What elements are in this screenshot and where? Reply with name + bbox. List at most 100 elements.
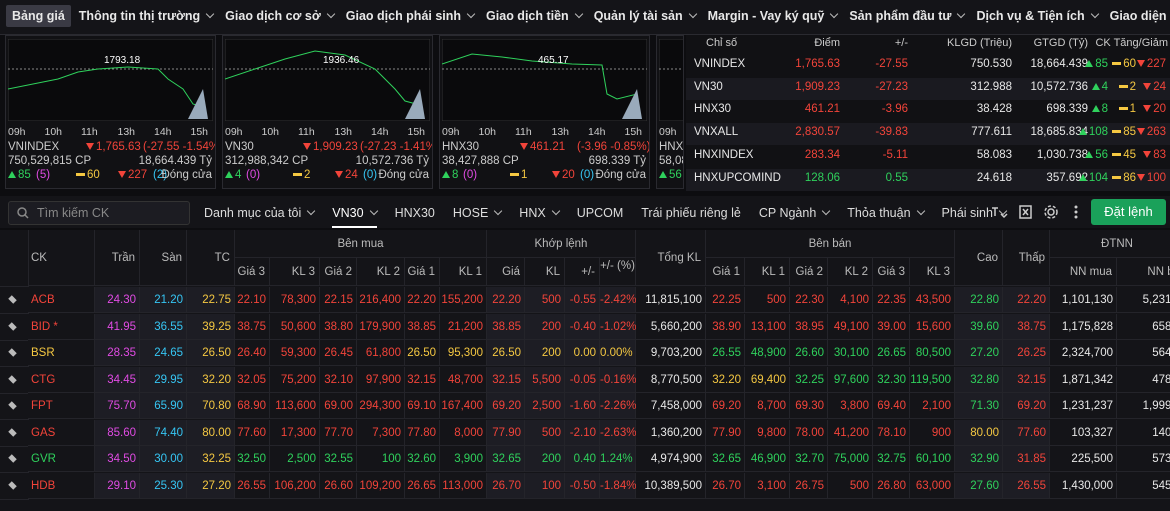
index-name: HNX30 <box>442 141 480 153</box>
group-header: ĐTNN <box>1050 230 1170 258</box>
board-cell: 26.40 <box>235 340 270 366</box>
board-cell: 32.15 <box>1003 366 1050 393</box>
symbol[interactable]: GVR <box>28 446 95 472</box>
sub-header: NN mua <box>1050 258 1117 286</box>
board-cell: 1,430,000 <box>1050 472 1117 499</box>
time-label: 15h <box>624 126 643 138</box>
market-tab[interactable]: UPCOM <box>576 206 624 220</box>
board-cell: 69.20 <box>706 393 745 419</box>
index-point: 283.34 <box>804 148 840 161</box>
nav-item[interactable]: Margin - Vay ký quỹ <box>708 9 838 23</box>
market-tab[interactable]: Danh mục của tôi <box>204 206 314 220</box>
index-volume: 24.618 <box>976 171 1012 184</box>
price-board: CK Trần Sàn TC Tổng KL Cao Thấp Bên mua Khớp lện… <box>0 230 1170 511</box>
symbol[interactable]: CTG <box>28 366 95 393</box>
board-cell: 48,700 <box>440 366 487 393</box>
board-cell: -0.40 <box>565 313 600 340</box>
nav-item[interactable]: Giao dịch tiền <box>486 9 582 23</box>
board-cell: 32.65 <box>706 446 745 472</box>
nav-item[interactable]: Thông tin thị trường <box>79 9 213 23</box>
index-table-header: Chỉ số <box>706 37 738 49</box>
board-cell: 70.80 <box>187 393 235 419</box>
board-cell: 29.10 <box>95 472 140 499</box>
market-tab[interactable]: Thỏa thuận <box>847 206 923 220</box>
index-value: 10,572.736 <box>1030 80 1088 93</box>
market-tab[interactable]: HOSE <box>453 206 501 220</box>
index-value: 1,765.63 <box>86 141 141 153</box>
toolbar: Tìm kiếm CK Đặt lệnh Danh mục của tôi VN3… <box>0 196 1170 228</box>
symbol[interactable]: BSR <box>28 340 95 366</box>
column-header: TC <box>187 230 235 286</box>
sub-header: KL 3 <box>910 258 955 286</box>
board-cell: 11,815,100 <box>636 287 706 313</box>
board-cell: 225,500 <box>1050 446 1117 472</box>
index-turnover: 10,572.736 Tỷ <box>355 155 429 167</box>
index-name: VN30 <box>694 80 723 93</box>
index-volume: 58,08 <box>659 155 683 167</box>
market-tab[interactable]: Trái phiếu riêng lẻ <box>641 206 741 220</box>
nav-item[interactable]: Quản lý tài sản <box>594 9 696 23</box>
board-cell: 15,600 <box>910 313 955 340</box>
symbol[interactable]: HDB <box>28 472 95 499</box>
nav-item[interactable]: Dịch vụ & Tiện ích <box>976 9 1097 23</box>
nav-item[interactable]: Giao diện của tôi <box>1110 9 1170 23</box>
board-cell: 17,300 <box>270 419 320 446</box>
board-cell: 7,300 <box>357 419 405 446</box>
board-cell: 38.85 <box>405 313 440 340</box>
board-cell: 0.00 <box>565 340 600 366</box>
order-button[interactable]: Đặt lệnh <box>1091 199 1166 225</box>
board-cell: 26.80 <box>873 472 910 499</box>
down-count: 227 <box>118 169 147 181</box>
sub-header: KL 2 <box>828 258 873 286</box>
board-cell: 26.50 <box>187 340 235 366</box>
flat-count: 85 <box>1112 126 1136 138</box>
board-cell: 3,900 <box>440 446 487 472</box>
board-cell: 22.20 <box>487 287 525 313</box>
board-cell: 75,000 <box>828 446 873 472</box>
index-change: (-27.55 -1.54%) <box>143 141 216 153</box>
down-count: 100 <box>1137 172 1166 184</box>
index-change: -27.23 <box>875 80 908 93</box>
board-cell: -0.16% <box>600 366 636 393</box>
index-row-bg <box>686 145 1170 168</box>
board-cell: 25.30 <box>140 472 187 499</box>
board-cell: 30.00 <box>140 446 187 472</box>
board-cell: 26.50 <box>487 340 525 366</box>
market-tab[interactable]: HNX <box>519 206 558 220</box>
search-box[interactable]: Tìm kiếm CK <box>8 201 190 225</box>
index-name: VNINDEX <box>694 58 746 70</box>
time-label: 14h <box>154 126 172 138</box>
flat-count: 1 <box>510 169 527 181</box>
nav-item[interactable]: Bảng giá <box>6 5 71 27</box>
index-change: -3.96 <box>881 103 908 116</box>
board-cell: 30,100 <box>828 340 873 366</box>
board-cell: 179,900 <box>357 313 405 340</box>
board-cell: 13,100 <box>745 313 790 340</box>
board-cell: 32.05 <box>235 366 270 393</box>
flat-count: 86 <box>1112 172 1136 184</box>
group-header: Bên mua <box>235 230 487 258</box>
board-cell: 32.25 <box>187 446 235 472</box>
ref-label: 1936.46 <box>323 55 360 66</box>
index-change: -5.11 <box>882 148 908 161</box>
market-tab[interactable]: VN30 <box>332 206 377 228</box>
flat-count: 60 <box>1112 58 1136 70</box>
market-tab[interactable]: Phái sinh <box>942 206 1006 220</box>
symbol[interactable]: BID * <box>28 313 95 340</box>
symbol[interactable]: FPT <box>28 393 95 419</box>
board-cell: 0.40 <box>565 446 600 472</box>
index-table-header: CK Tăng/Giảm <box>1095 37 1168 49</box>
search-icon <box>17 207 29 219</box>
nav-item[interactable]: Giao dịch phái sinh <box>346 9 474 23</box>
nav-item[interactable]: Sản phẩm đầu tư <box>849 9 964 23</box>
symbol[interactable]: GAS <box>28 419 95 446</box>
board-cell: 22.20 <box>405 287 440 313</box>
board-cell: 78.00 <box>790 419 828 446</box>
board-cell: 500 <box>525 287 565 313</box>
symbol[interactable]: ACB <box>28 287 95 313</box>
board-cell: 60,100 <box>910 446 955 472</box>
market-tab[interactable]: CP Ngành <box>759 206 829 220</box>
nav-item[interactable]: Giao dịch cơ sở <box>225 9 334 23</box>
market-tab[interactable]: HNX30 <box>394 206 435 220</box>
